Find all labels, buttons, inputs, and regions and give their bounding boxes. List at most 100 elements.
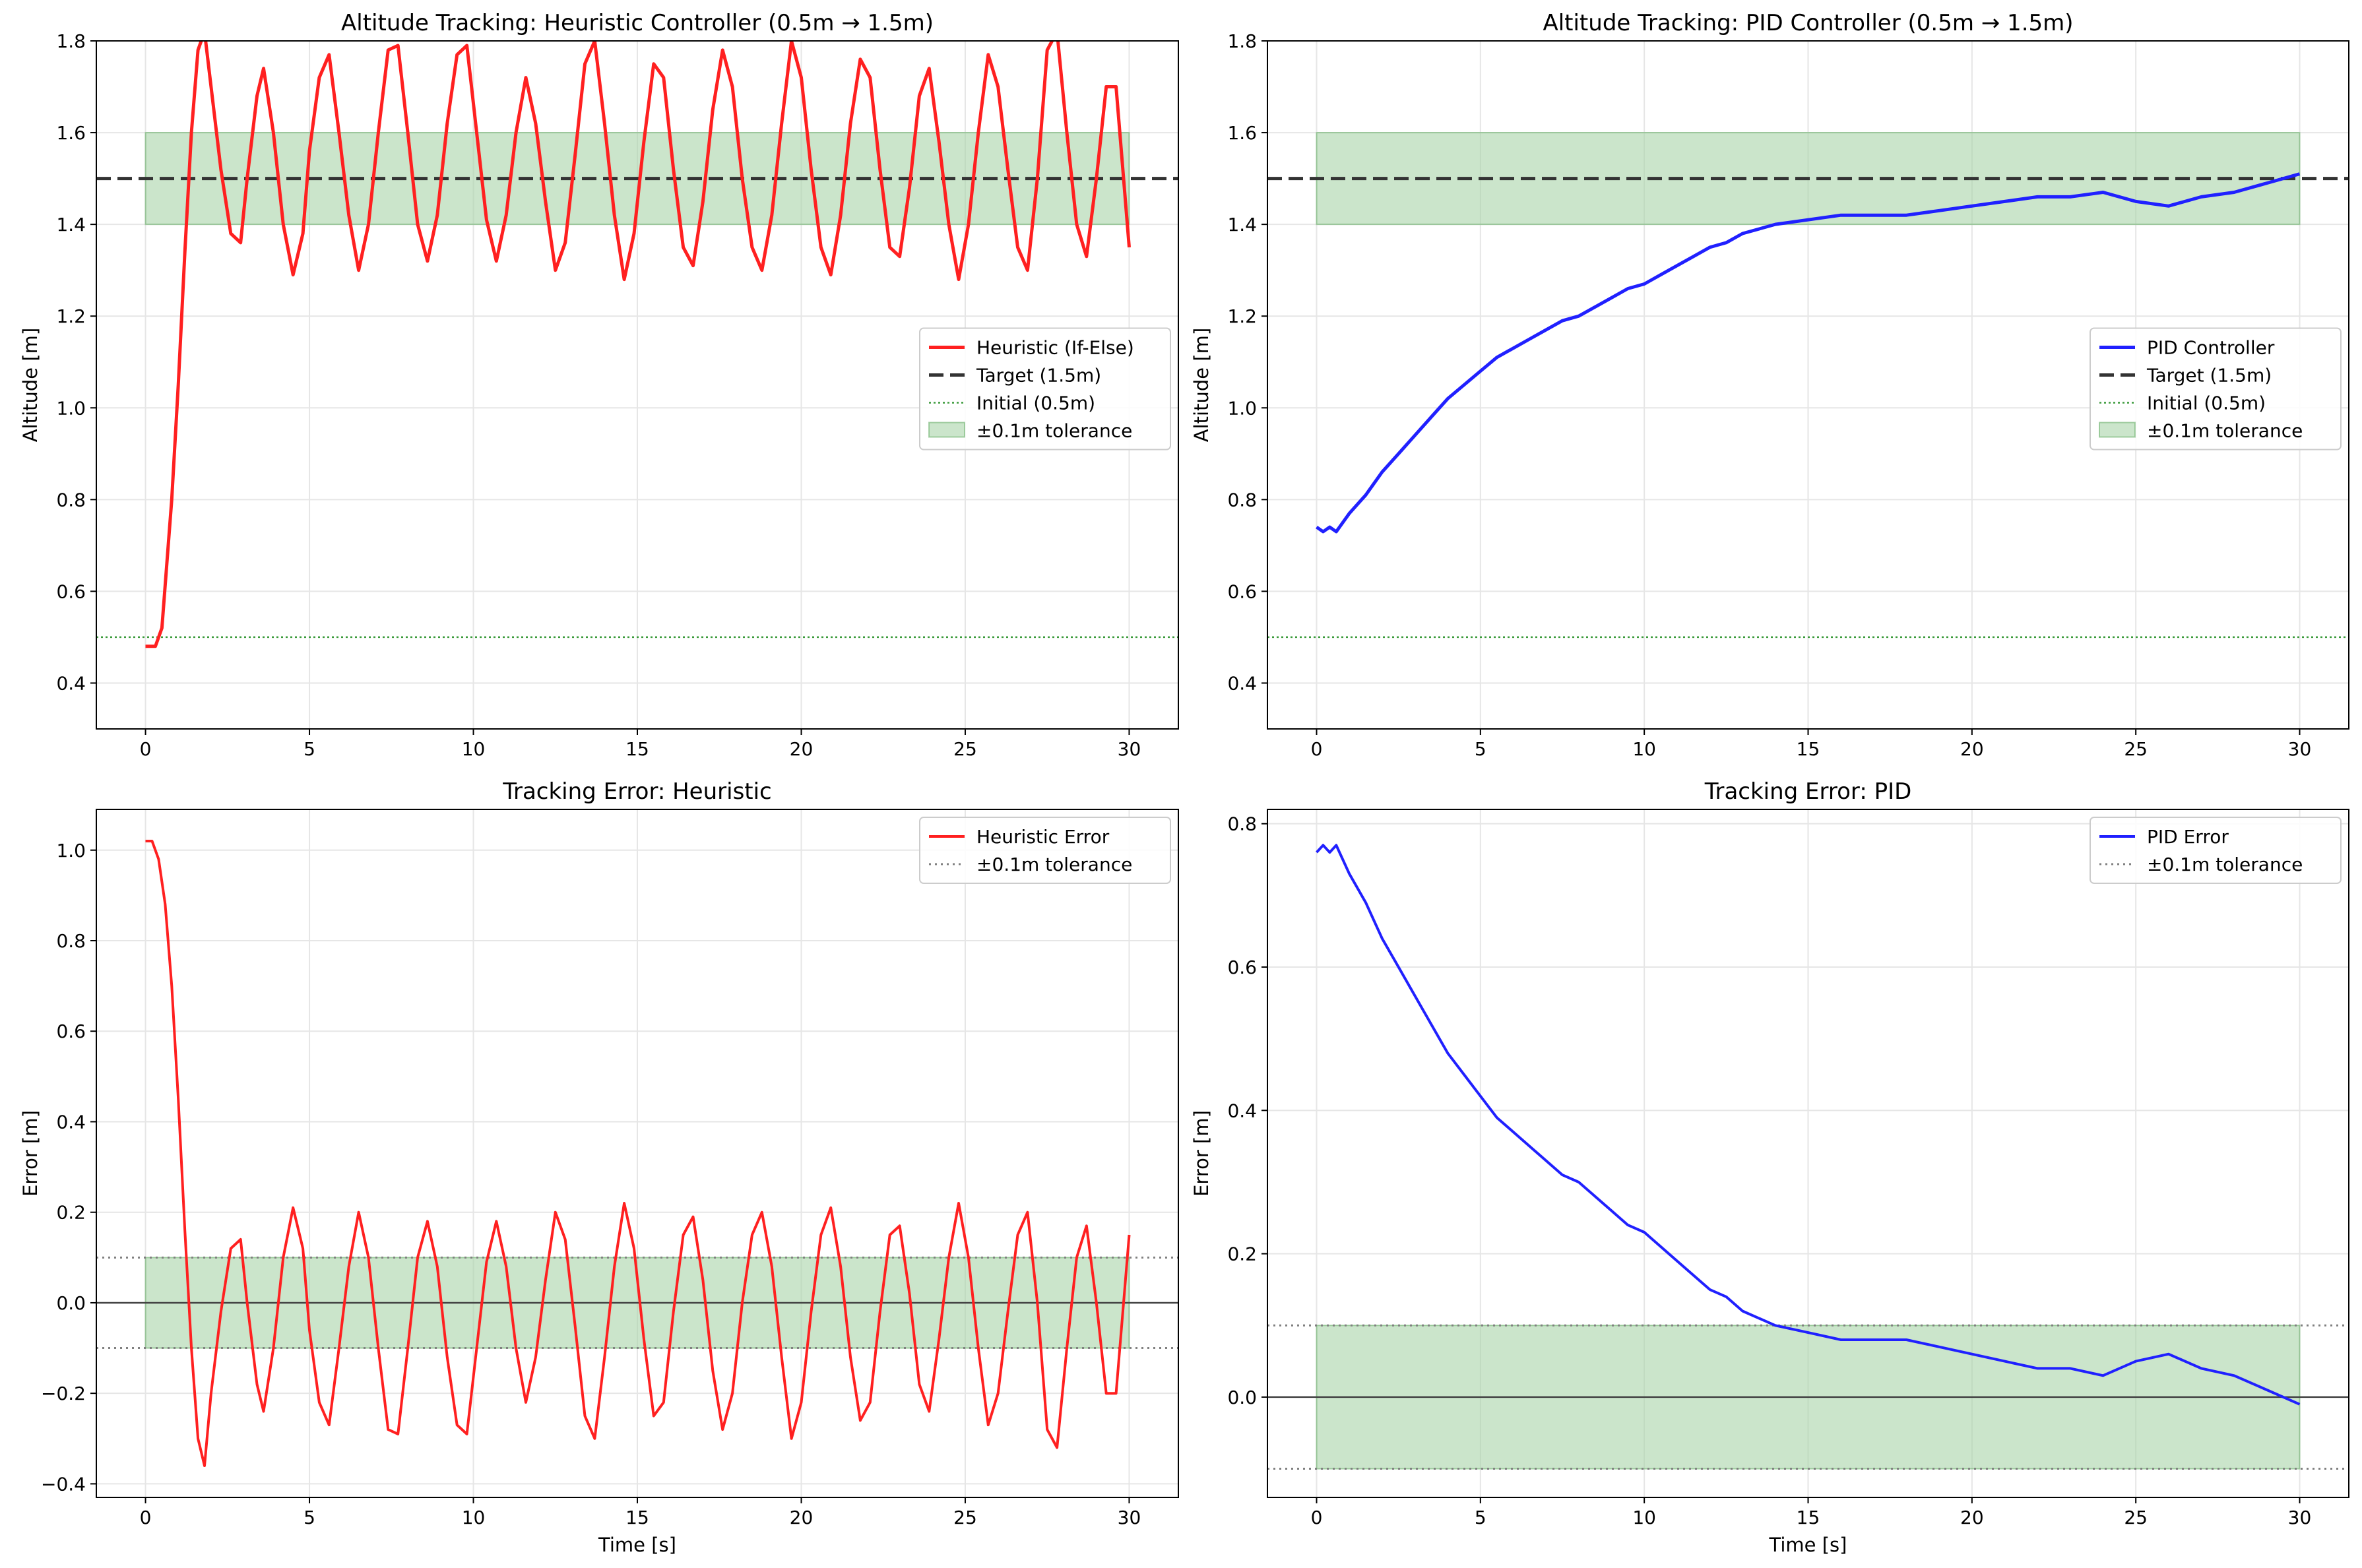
y-tick-label: 1.2 [1227,305,1257,327]
y-tick-label: 0.0 [1227,1387,1257,1408]
x-axis-label: Time [s] [1769,1534,1847,1556]
y-tick-label: 1.2 [56,305,86,327]
y-tick-label: 0.2 [1227,1243,1257,1265]
legend-label: ±0.1m tolerance [2147,854,2303,875]
x-tick-label: 10 [462,1507,486,1528]
y-tick-label: 1.4 [56,214,86,235]
y-tick-label: 0.0 [56,1292,86,1314]
x-tick-label: 10 [1632,1507,1656,1528]
x-tick-label: 0 [1311,1507,1323,1528]
legend-label: PID Controller [2147,337,2275,359]
x-axis-label: Time [s] [598,1534,676,1556]
plot-area [96,840,1178,1467]
x-tick-label: 30 [2288,738,2312,760]
legend-label: Initial (0.5m) [2147,392,2266,414]
subplot-1: 0 5 10 15 20 25 30 0.4 0.6 0.8 1.0 1.2 1.4 1.6 1.8 Alti… [19,10,1179,760]
x-tick-label: 15 [1797,738,1820,760]
subplot-title: Tracking Error: PID [1704,778,1912,805]
y-tick-label: −0.2 [41,1383,86,1404]
legend-label: ±0.1m tolerance [976,854,1132,875]
x-tick-label: 20 [790,1507,814,1528]
x-tick-label: 5 [303,1507,315,1528]
y-tick-label: 0.4 [1227,1100,1257,1121]
legend: Heuristic (If-Else) Target (1.5m) Initial … [919,327,1171,451]
y-tick-label: 0.4 [56,672,86,694]
x-tick-label: 20 [790,738,814,760]
series-line [1316,172,2301,534]
x-tick-label: 20 [1960,1507,1984,1528]
x-tick-label: 5 [303,738,315,760]
x-tick-label: 30 [1118,1507,1141,1528]
plot-area [1267,132,2349,639]
legend-box [2090,327,2342,451]
y-tick-label: 1.4 [1227,214,1257,235]
series-line [1316,844,2301,1406]
x-tick-label: 30 [1118,738,1141,760]
x-tick-label: 15 [625,738,649,760]
legend: Heuristic Error ±0.1m tolerance [919,817,1171,884]
series-line [145,840,1131,1467]
x-tick-label: 0 [140,738,152,760]
legend-label: Target (1.5m) [976,365,1101,387]
y-tick-label: 0.6 [56,580,86,602]
y-axis-label: Error [m] [1190,1110,1213,1197]
y-tick-label: 0.8 [56,489,86,511]
x-tick-label: 5 [1475,1507,1486,1528]
plot-area [1267,844,2349,1470]
y-tick-label: 1.8 [1227,30,1257,52]
legend-swatch [928,422,965,438]
y-tick-label: 1.0 [1227,397,1257,419]
y-tick-label: 1.0 [56,397,86,419]
y-tick-label: 1.6 [1227,122,1257,144]
plot-area [96,41,1178,648]
subplot-title: Altitude Tracking: PID Controller (0.5m … [1543,10,2073,36]
axes-frame [96,40,1179,730]
y-tick-label: 1.0 [56,840,86,862]
y-axis-label: Altitude [m] [19,328,42,442]
y-tick-label: 1.8 [56,30,86,52]
legend-label: Initial (0.5m) [976,392,1095,414]
y-tick-label: 0.4 [56,1111,86,1133]
y-axis-label: Altitude [m] [1190,328,1213,442]
x-tick-label: 15 [1797,1507,1820,1528]
y-tick-label: 0.2 [56,1202,86,1224]
axes-frame [1267,809,2349,1498]
x-tick-label: 30 [2288,1507,2312,1528]
x-tick-label: 25 [2124,1507,2148,1528]
x-tick-label: 25 [2124,738,2148,760]
legend-box [919,817,1171,884]
y-tick-label: 0.4 [1227,672,1257,694]
legend-box [2090,817,2342,884]
series-line [145,41,1131,648]
y-tick-label: 0.8 [56,930,86,952]
legend-label: ±0.1m tolerance [976,420,1132,442]
legend-label: PID Error [2147,826,2229,848]
subplot-title: Tracking Error: Heuristic [502,778,772,805]
legend-label: Heuristic (If-Else) [976,337,1134,359]
subplot-title: Altitude Tracking: Heuristic Controller … [341,10,934,36]
subplot-3: 0 5 10 15 20 25 30 −0.4 −0.2 0.0 0.2 0.4 0.6 0.8 1.0 Tr… [19,778,1179,1556]
y-tick-label: 0.6 [56,1020,86,1042]
axes-frame [1267,40,2349,730]
x-tick-label: 5 [1475,738,1486,760]
x-tick-label: 10 [1632,738,1656,760]
y-tick-label: 0.6 [1227,956,1257,978]
x-tick-label: 10 [462,738,486,760]
legend: PID Controller Target (1.5m) Initial (0.5m… [2090,327,2342,451]
x-tick-label: 20 [1960,738,1984,760]
y-tick-label: 0.8 [1227,813,1257,835]
axes-frame [96,809,1179,1498]
legend-swatch [2099,422,2136,438]
x-tick-label: 0 [1311,738,1323,760]
y-tick-label: 0.6 [1227,580,1257,602]
x-tick-label: 25 [953,738,977,760]
subplot-2: 0 5 10 15 20 25 30 0.4 0.6 0.8 1.0 1.2 1.4 1.6 1.8 Alti… [1190,10,2349,760]
x-tick-label: 0 [140,1507,152,1528]
y-tick-label: 1.6 [56,122,86,144]
legend: PID Error ±0.1m tolerance [2090,817,2342,884]
x-tick-label: 25 [953,1507,977,1528]
x-tick-label: 15 [625,1507,649,1528]
legend-label: ±0.1m tolerance [2147,420,2303,442]
subplot-4: 0 5 10 15 20 25 30 0.0 0.2 0.4 0.6 0.8 Tracking Erro… [1190,778,2349,1556]
